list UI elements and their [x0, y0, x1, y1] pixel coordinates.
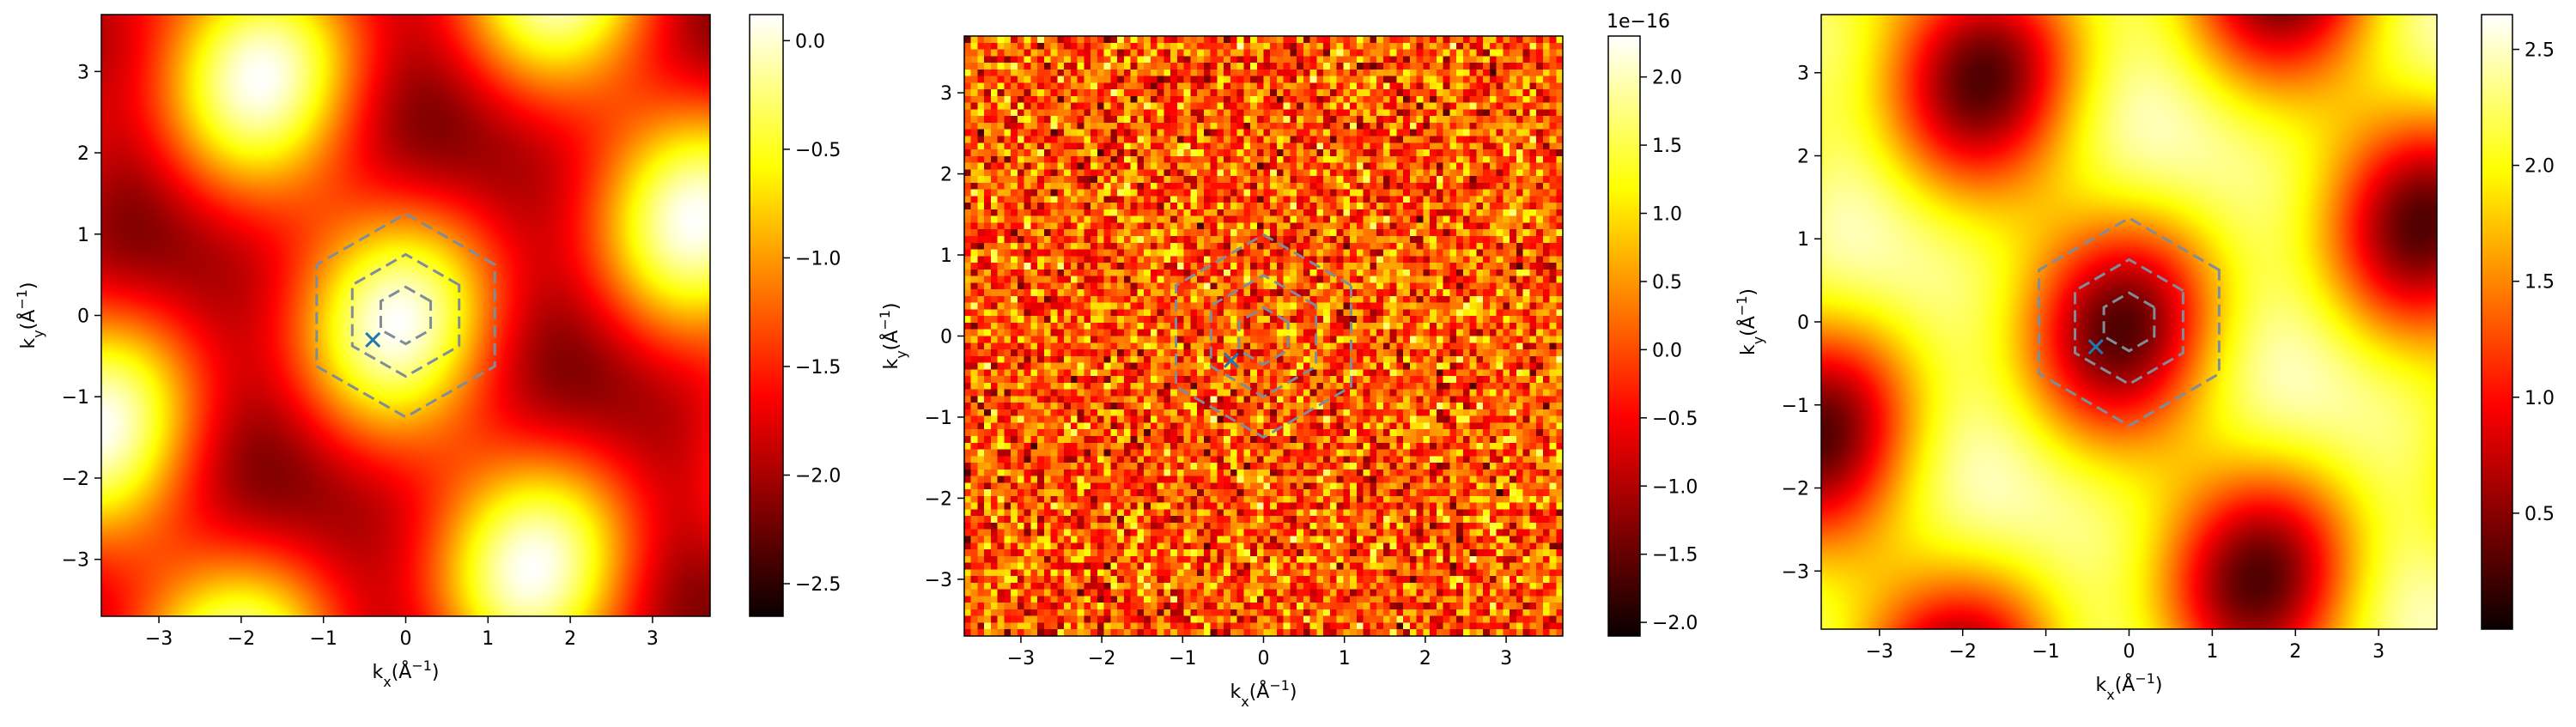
- hexagon-outline-1: [1237, 306, 1290, 367]
- colorbar-tick-label: −0.5: [795, 140, 841, 161]
- colorbar-gradient: [1607, 35, 1641, 637]
- colorbar-tick-label: −1.0: [795, 248, 841, 270]
- y-tick-label: −3: [62, 550, 89, 572]
- heatmap-image: [1821, 15, 2437, 629]
- heatmap-panel-1: −3 −2 −1 0 1 2 3 −3 −2 −1 0 1 2 3 kx(Å−1) ky(Å−1): [14, 14, 711, 690]
- x-tick-label: 3: [2372, 641, 2385, 663]
- y-tick-label: 1: [940, 245, 952, 267]
- hexagon-outline-2: [1209, 273, 1318, 399]
- x-tick-label: 3: [647, 628, 659, 650]
- hexagon-outline-2: [350, 252, 461, 379]
- x-tick-label: −2: [1088, 648, 1115, 669]
- x-tick-label: −3: [1007, 648, 1035, 669]
- y-tick-label: 1: [77, 225, 89, 246]
- y-tick-label: −2: [1782, 479, 1809, 500]
- x-tick-label: 1: [482, 628, 494, 650]
- heatmap-image: [101, 15, 710, 616]
- colorbar-tick-label: −0.5: [1652, 409, 1698, 430]
- y-axis-label: ky(Å−1): [14, 282, 46, 348]
- x-tick-label: 0: [2123, 641, 2136, 663]
- y-tick-label: −1: [925, 408, 952, 429]
- x-tick-label: −1: [309, 628, 337, 650]
- colorbar: −2.0 −1.5 −1.0 −0.5 0.0 0.5 1.0 1.5 2.0 1e−16: [1607, 11, 1698, 637]
- colorbar-tick-label: 1.0: [1652, 204, 1682, 226]
- x-tick-label: −1: [1169, 648, 1196, 669]
- colorbar-tick-label: −1.0: [1652, 476, 1698, 498]
- y-tick-label: −1: [62, 387, 89, 409]
- colorbar-tick-label: 1.0: [2524, 388, 2555, 409]
- x-tick-label: 1: [1339, 648, 1351, 669]
- x-tick-label: 2: [1419, 648, 1431, 669]
- colorbar-tick-label: 2.0: [2524, 156, 2555, 178]
- x-tick-label: −3: [1866, 641, 1893, 663]
- hexagon-outline-3: [315, 212, 496, 419]
- y-tick-label: 2: [940, 165, 952, 186]
- hexagon-outline-3: [1175, 233, 1352, 439]
- colorbar-gradient: [2481, 14, 2513, 630]
- y-tick-label: −3: [1782, 561, 1809, 583]
- y-tick-label: 1: [1797, 229, 1809, 251]
- x-axis-label: kx(Å−1): [2095, 670, 2162, 703]
- colorbar-tick-label: 0.5: [1652, 272, 1682, 294]
- colorbar: 0.5 1.0 1.5 2.0 2.5: [2481, 14, 2555, 630]
- y-tick-label: 0: [77, 306, 89, 328]
- colorbar-tick-label: 1.5: [2524, 272, 2555, 294]
- x-axis-label: kx(Å−1): [372, 657, 439, 690]
- y-axis-label: ky(Å−1): [877, 302, 909, 369]
- hexagon-outline-3: [2038, 216, 2221, 427]
- x-tick-label: 0: [400, 628, 412, 650]
- x-tick-label: 0: [1258, 648, 1270, 669]
- x-tick-label: 2: [2289, 641, 2301, 663]
- y-tick-label: 3: [77, 62, 89, 83]
- colorbar-tick-label: 1.5: [1652, 136, 1682, 157]
- y-tick-label: −1: [1782, 396, 1809, 417]
- y-tick-label: 2: [1797, 146, 1809, 167]
- y-tick-label: −3: [925, 570, 952, 591]
- x-tick-label: −2: [228, 628, 255, 650]
- y-tick-label: 0: [940, 327, 952, 348]
- colorbar: −2.5 −2.0 −1.5 −1.0 −0.5 0.0: [749, 14, 841, 617]
- colorbar-tick-label: 2.0: [1652, 68, 1682, 89]
- y-axis-label: ky(Å−1): [1734, 288, 1766, 355]
- y-tick-label: 2: [77, 143, 89, 165]
- colorbar-tick-label: −2.0: [1652, 613, 1698, 634]
- gamma-point-marker: [365, 331, 381, 348]
- x-axis-label: kx(Å−1): [1230, 677, 1297, 710]
- y-tick-label: −2: [925, 488, 952, 510]
- colorbar-tick-label: −1.5: [1652, 545, 1698, 566]
- y-tick-label: −2: [62, 469, 89, 490]
- colorbar-tick-label: 0.0: [795, 31, 825, 52]
- colorbar-offset-label: 1e−16: [1607, 11, 1670, 33]
- x-tick-label: −2: [1948, 641, 1976, 663]
- x-tick-label: 1: [2206, 641, 2218, 663]
- heatmap-image: [964, 36, 1563, 636]
- y-tick-label: 3: [940, 83, 952, 105]
- x-tick-label: −1: [2032, 641, 2059, 663]
- x-tick-label: −3: [145, 628, 173, 650]
- heatmap-panel-3: −3 −2 −1 0 1 2 3 −3 −2 −1 0 1 2 3 kx(Å−1) ky(Å−1): [1734, 14, 2438, 703]
- colorbar-gradient: [749, 14, 784, 617]
- x-tick-label: 2: [564, 628, 576, 650]
- colorbar-tick-label: 0.5: [2524, 504, 2555, 525]
- y-tick-label: 3: [1797, 64, 1809, 85]
- hexagon-outline-2: [2074, 257, 2184, 386]
- colorbar-tick-label: 0.0: [1652, 340, 1682, 361]
- heatmap-panel-2: −3 −2 −1 0 1 2 3 −3 −2 −1 0 1 2 3 kx(Å−1) ky(Å−1): [877, 35, 1564, 710]
- colorbar-tick-label: −2.0: [795, 466, 841, 488]
- gamma-point-marker: [2087, 338, 2104, 355]
- colorbar-tick-label: −1.5: [795, 357, 841, 379]
- hexagon-outline-1: [2102, 291, 2156, 353]
- y-tick-label: 0: [1797, 312, 1809, 334]
- hexagon-outline-1: [379, 285, 433, 346]
- colorbar-tick-label: 2.5: [2524, 40, 2555, 62]
- x-tick-label: 3: [1500, 648, 1512, 669]
- gamma-point-marker: [1223, 352, 1239, 368]
- colorbar-tick-label: −2.5: [795, 574, 841, 596]
